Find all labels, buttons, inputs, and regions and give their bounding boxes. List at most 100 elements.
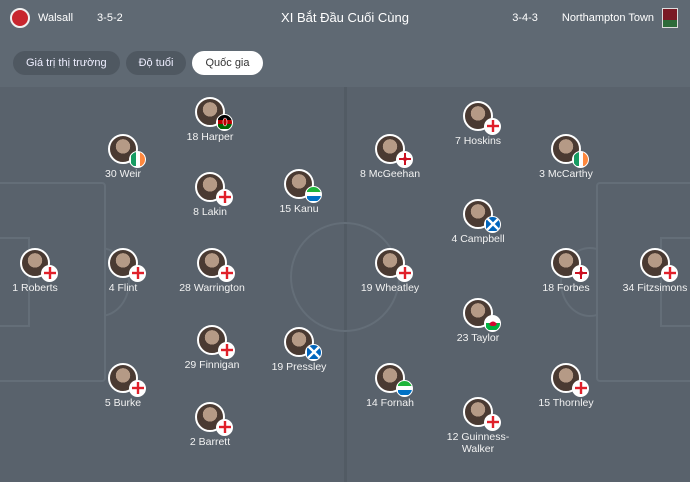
walsall-crest-icon <box>10 8 30 28</box>
home-team[interactable]: Walsall 3-5-2 <box>10 8 123 28</box>
player-avatar <box>195 97 233 131</box>
player-name: 4 Flint <box>108 282 138 294</box>
england-flag-icon <box>218 265 235 282</box>
left-goal-box <box>0 237 30 327</box>
home-formation: 3-5-2 <box>97 12 123 24</box>
view-tabs: Giá trị thị trường Độ tuổi Quốc gia <box>13 51 263 75</box>
player-marker[interactable]: 19 Pressley <box>249 327 349 373</box>
player-marker[interactable]: 7 Hoskins <box>428 101 528 147</box>
player-marker[interactable]: 3 McCarthy <box>516 134 616 180</box>
player-name: 1 Roberts <box>12 282 58 294</box>
northern-ireland-flag-icon <box>396 151 413 168</box>
england-flag-icon <box>661 265 678 282</box>
player-marker[interactable]: 8 Lakin <box>160 172 260 218</box>
player-avatar <box>197 325 235 359</box>
player-marker[interactable]: 30 Weir <box>73 134 173 180</box>
player-name: 19 Pressley <box>271 361 327 373</box>
player-avatar <box>195 402 233 436</box>
player-marker[interactable]: 23 Taylor <box>428 298 528 344</box>
england-flag-icon <box>129 380 146 397</box>
player-avatar <box>551 363 589 397</box>
player-name: 14 Fornah <box>366 397 414 409</box>
match-header: Walsall 3-5-2 XI Bắt Đầu Cuối Cùng 3-4-3… <box>0 0 690 87</box>
player-name: 23 Taylor <box>456 332 500 344</box>
england-flag-icon <box>484 118 501 135</box>
player-marker[interactable]: 34 Fitzsimons <box>605 248 690 294</box>
england-flag-icon <box>41 265 58 282</box>
sierra-leone-flag-icon <box>396 380 413 397</box>
player-name: 28 Warrington <box>179 282 245 294</box>
england-flag-icon <box>218 342 235 359</box>
player-name: 18 Forbes <box>542 282 590 294</box>
england-flag-icon <box>484 414 501 431</box>
player-marker[interactable]: 15 Kanu <box>249 169 349 215</box>
tab-market-value[interactable]: Giá trị thị trường <box>13 51 120 75</box>
left-penalty-box <box>0 182 106 382</box>
player-name: 15 Kanu <box>279 203 319 215</box>
northampton-crest-icon <box>662 8 678 28</box>
england-flag-icon <box>396 265 413 282</box>
wales-flag-icon <box>484 315 501 332</box>
player-marker[interactable]: 29 Finnigan <box>162 325 262 371</box>
player-avatar <box>375 134 413 168</box>
player-name: 2 Barrett <box>189 436 231 448</box>
home-team-name: Walsall <box>38 12 74 24</box>
sierra-leone-flag-icon <box>305 186 322 203</box>
scotland-flag-icon <box>484 216 501 233</box>
ireland-flag-icon <box>572 151 589 168</box>
player-marker[interactable]: 15 Thornley <box>516 363 616 409</box>
player-name: 18 Harper <box>186 131 234 143</box>
player-avatar <box>284 327 322 361</box>
england-flag-icon <box>216 419 233 436</box>
player-name: 7 Hoskins <box>454 135 502 147</box>
northern-ireland-flag-icon <box>572 265 589 282</box>
right-penalty-box <box>596 182 690 382</box>
player-avatar <box>375 363 413 397</box>
player-marker[interactable]: 28 Warrington <box>162 248 262 294</box>
england-flag-icon <box>572 380 589 397</box>
player-marker[interactable]: 5 Burke <box>73 363 173 409</box>
player-avatar <box>463 101 501 135</box>
player-marker[interactable]: 1 Roberts <box>0 248 85 294</box>
player-marker[interactable]: 2 Barrett <box>160 402 260 448</box>
england-flag-icon <box>129 265 146 282</box>
tab-age[interactable]: Độ tuổi <box>125 51 187 75</box>
player-name: 34 Fitzsimons <box>622 282 688 294</box>
right-goal-box <box>660 237 690 327</box>
tab-nationality[interactable]: Quốc gia <box>192 51 263 75</box>
player-marker[interactable]: 4 Flint <box>73 248 173 294</box>
away-team-name: Northampton Town <box>561 12 654 24</box>
player-name: 29 Finnigan <box>184 359 240 371</box>
away-team[interactable]: 3-4-3 Northampton Town <box>512 8 678 28</box>
player-name: 3 McCarthy <box>539 168 593 180</box>
player-marker[interactable]: 14 Fornah <box>340 363 440 409</box>
kenya-flag-icon <box>216 114 233 131</box>
player-marker[interactable]: 18 Harper <box>160 97 260 143</box>
player-avatar <box>463 397 501 431</box>
player-avatar <box>463 199 501 233</box>
player-name: 15 Thornley <box>538 397 594 409</box>
player-name: 12 Guinness-Walker <box>446 431 510 455</box>
player-avatar <box>551 248 589 282</box>
player-name: 8 Lakin <box>193 206 227 218</box>
away-formation: 3-4-3 <box>512 12 538 24</box>
player-avatar <box>195 172 233 206</box>
player-name: 19 Wheatley <box>360 282 420 294</box>
player-marker[interactable]: 4 Campbell <box>428 199 528 245</box>
player-name: 5 Burke <box>104 397 142 409</box>
ireland-flag-icon <box>129 151 146 168</box>
player-avatar <box>375 248 413 282</box>
player-marker[interactable]: 18 Forbes <box>516 248 616 294</box>
player-avatar <box>108 134 146 168</box>
player-avatar <box>20 248 58 282</box>
player-marker[interactable]: 19 Wheatley <box>340 248 440 294</box>
player-name: 8 McGeehan <box>359 168 421 180</box>
player-marker[interactable]: 12 Guinness-Walker <box>428 397 528 455</box>
player-avatar <box>551 134 589 168</box>
scotland-flag-icon <box>305 344 322 361</box>
player-avatar <box>640 248 678 282</box>
player-avatar <box>108 363 146 397</box>
player-avatar <box>463 298 501 332</box>
page-title: XI Bắt Đầu Cuối Cùng <box>281 10 409 25</box>
player-marker[interactable]: 8 McGeehan <box>340 134 440 180</box>
